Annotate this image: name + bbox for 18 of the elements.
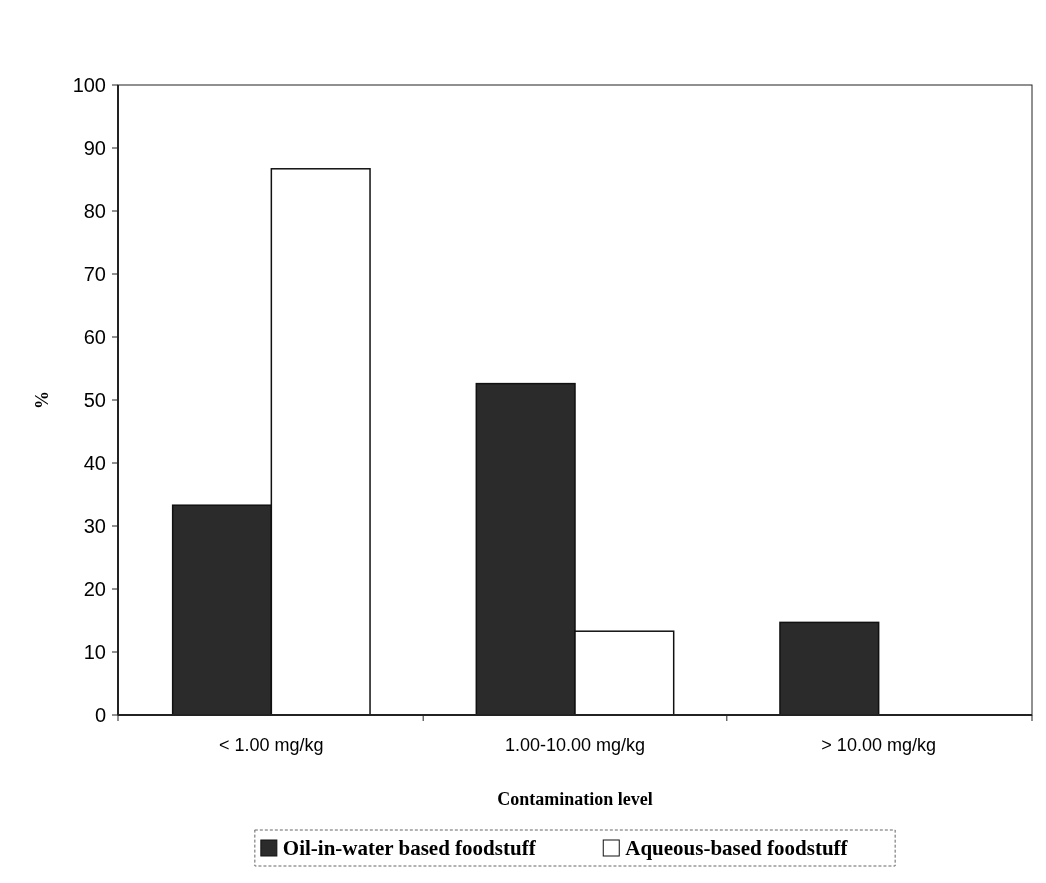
legend-label: Oil-in-water based foodstuff [282, 836, 537, 861]
legend-label: Aqueous-based foodstuff [625, 836, 849, 861]
x-tick-label: < 1.00 mg/kg [219, 735, 324, 755]
y-tick-label: 20 [83, 578, 106, 600]
y-tick-label: 40 [83, 452, 106, 474]
y-tick-label: 70 [83, 263, 106, 285]
y-tick-label: 80 [83, 200, 106, 222]
x-axis-title: Contamination level [497, 789, 653, 809]
y-tick-label: 60 [83, 326, 106, 348]
x-tick-label: > 10.00 mg/kg [821, 735, 936, 755]
y-tick-label: 30 [83, 515, 106, 537]
y-tick-label: 0 [94, 704, 106, 726]
y-tick-label: 10 [83, 641, 106, 663]
y-tick-label: 50 [83, 389, 106, 411]
y-axis-title: % [32, 391, 52, 409]
y-tick-label: 90 [83, 137, 106, 159]
x-tick-label: 1.00-10.00 mg/kg [504, 735, 646, 755]
y-tick-label: 100 [72, 74, 106, 96]
